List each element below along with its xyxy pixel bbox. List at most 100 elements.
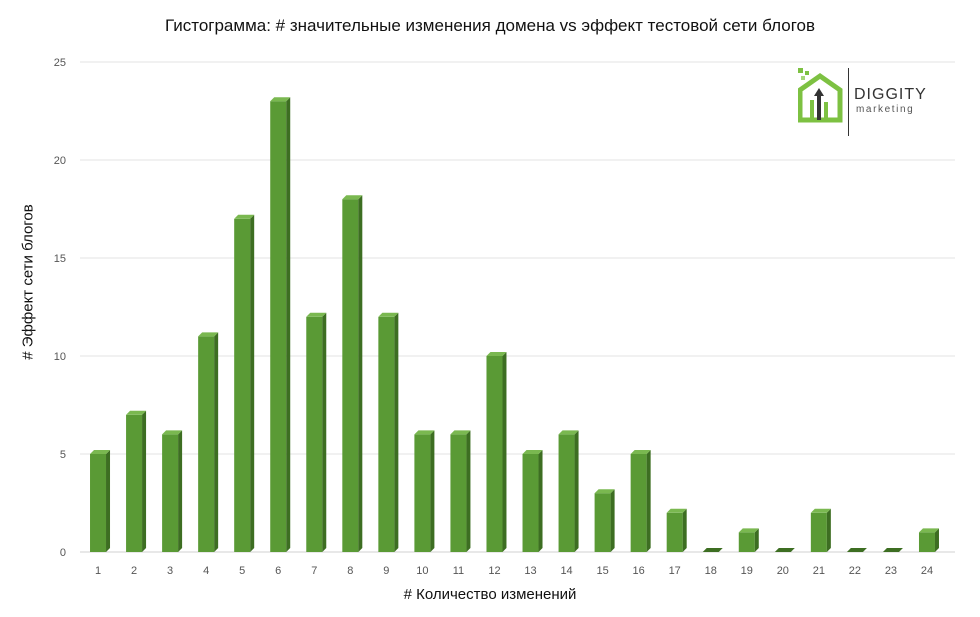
bar-top: [198, 332, 219, 337]
bar-side: [178, 430, 183, 552]
x-tick-label: 12: [488, 565, 500, 577]
bar: [594, 493, 611, 552]
bar-top: [126, 410, 147, 415]
bar-side: [358, 195, 363, 552]
bar-zero: [882, 548, 903, 552]
bar-top: [738, 528, 759, 533]
bar: [738, 532, 755, 552]
y-tick-label: 0: [60, 547, 66, 559]
bar: [90, 454, 107, 552]
x-tick-label: 4: [203, 565, 209, 577]
x-tick-label: 8: [347, 565, 353, 577]
bar-top: [234, 214, 255, 219]
x-tick-label: 10: [416, 565, 428, 577]
bar-side: [754, 528, 759, 552]
bar: [270, 101, 287, 552]
y-tick-label: 20: [54, 155, 66, 167]
bar-side: [286, 97, 291, 552]
bar-side: [610, 489, 615, 552]
bar-top: [666, 508, 687, 513]
bar: [450, 434, 467, 552]
x-tick-label: 9: [383, 565, 389, 577]
bar: [414, 434, 431, 552]
x-tick-label: 23: [885, 565, 897, 577]
bar-top: [918, 528, 939, 533]
bar: [522, 454, 539, 552]
x-tick-label: 19: [741, 565, 753, 577]
bar-top: [486, 352, 507, 356]
x-tick-label: 13: [524, 565, 536, 577]
bar-top: [594, 489, 615, 494]
logo-house-icon: [797, 68, 843, 123]
bar: [810, 512, 827, 552]
bar-top: [342, 195, 363, 200]
bar: [306, 316, 323, 552]
bar: [342, 199, 359, 552]
x-tick-label: 20: [777, 565, 789, 577]
bar-side: [934, 528, 939, 552]
bar: [666, 512, 683, 552]
bar-side: [682, 508, 687, 552]
bar-side: [142, 410, 147, 552]
x-tick-label: 11: [453, 565, 464, 577]
bar-side: [214, 332, 219, 552]
x-tick-label: 17: [669, 565, 681, 577]
bar-top: [558, 430, 579, 435]
x-tick-label: 14: [560, 565, 572, 577]
bar-top: [270, 97, 291, 102]
bar-side: [826, 508, 831, 552]
x-tick-label: 6: [275, 565, 281, 577]
y-tick-label: 15: [54, 253, 66, 265]
bar-zero: [846, 548, 867, 552]
bar-side: [430, 430, 435, 552]
x-tick-label: 1: [95, 565, 101, 577]
bar-top: [162, 430, 183, 435]
bar-top: [306, 312, 327, 317]
x-tick-label: 5: [239, 565, 245, 577]
x-tick-label: 2: [131, 565, 137, 577]
bar-zero: [702, 548, 723, 552]
chart-title: Гистограмма: # значительные изменения до…: [164, 16, 816, 35]
bar: [918, 532, 935, 552]
bar-side: [538, 450, 543, 552]
bar: [378, 316, 395, 552]
bar: [126, 414, 143, 552]
bar: [198, 336, 215, 552]
y-tick-label: 25: [54, 57, 66, 69]
bar: [630, 454, 647, 552]
y-tick-label: 10: [54, 351, 66, 363]
x-tick-label: 24: [921, 565, 933, 577]
bar-side: [394, 312, 399, 552]
bar-side: [502, 352, 507, 552]
bar-top: [450, 430, 471, 435]
x-tick-label: 15: [596, 565, 608, 577]
bar-side: [106, 450, 111, 552]
bar-side: [466, 430, 471, 552]
x-tick-label: 21: [813, 565, 825, 577]
bar-side: [646, 450, 651, 552]
bar: [486, 356, 503, 552]
bar-side: [574, 430, 579, 552]
x-tick-label: 16: [633, 565, 645, 577]
logo-divider: [848, 68, 849, 136]
bar-top: [414, 430, 435, 435]
bar-side: [322, 312, 327, 552]
bar: [162, 434, 179, 552]
bar-top: [378, 312, 399, 317]
logo-subtitle: marketing: [856, 104, 915, 115]
bar-top: [810, 508, 831, 513]
x-tick-label: 18: [705, 565, 717, 577]
bar: [558, 434, 575, 552]
bar-side: [250, 214, 255, 553]
x-axis-label: # Количество изменений: [403, 586, 577, 603]
bar-zero: [774, 548, 795, 552]
x-tick-label: 7: [311, 565, 317, 577]
bar-top: [522, 450, 543, 454]
bar-top: [630, 450, 651, 454]
x-tick-label: 22: [849, 565, 861, 577]
diggity-marketing-logo: DIGGITY marketing: [797, 68, 948, 138]
x-tick-label: 3: [167, 565, 173, 577]
y-tick-label: 5: [60, 449, 66, 461]
bar-top: [90, 450, 111, 454]
